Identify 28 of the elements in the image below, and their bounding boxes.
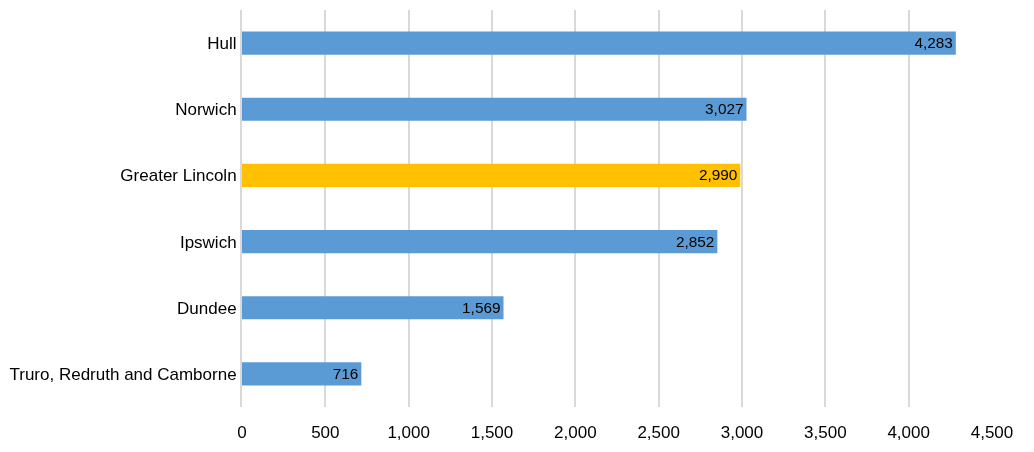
data-label: 2,852	[675, 232, 715, 250]
bar	[242, 163, 741, 187]
bar	[242, 362, 362, 386]
x-tick-label: 2,500	[637, 423, 680, 443]
x-tick-label: 3,500	[804, 423, 847, 443]
y-tick-label: Dundee	[177, 298, 237, 318]
bar	[242, 230, 718, 254]
x-tick-label: 1,000	[387, 423, 430, 443]
bar	[242, 97, 747, 121]
x-tick-label: 0	[237, 423, 247, 443]
data-label: 2,990	[698, 166, 738, 184]
x-tick-label: 500	[311, 423, 340, 443]
x-tick-label: 2,000	[554, 423, 597, 443]
y-tick-label: Ipswich	[179, 232, 237, 252]
data-label: 716	[332, 364, 359, 382]
bar	[242, 296, 504, 320]
data-label: 3,027	[705, 100, 744, 118]
x-tick-label: 3,000	[720, 423, 764, 443]
x-tick-label: 1,500	[470, 423, 514, 443]
data-label: 1,569	[462, 298, 501, 316]
x-tick-label: 4,000	[887, 423, 930, 443]
bar	[242, 31, 956, 55]
y-tick-label: Greater Lincoln	[120, 166, 237, 186]
y-tick-label: Truro, Redruth and Camborne	[9, 364, 237, 384]
data-label: 4,283	[914, 34, 953, 52]
x-tick-label: 4,500	[970, 423, 1014, 443]
y-tick-label: Hull	[207, 34, 237, 54]
y-tick-label: Norwich	[175, 100, 237, 120]
